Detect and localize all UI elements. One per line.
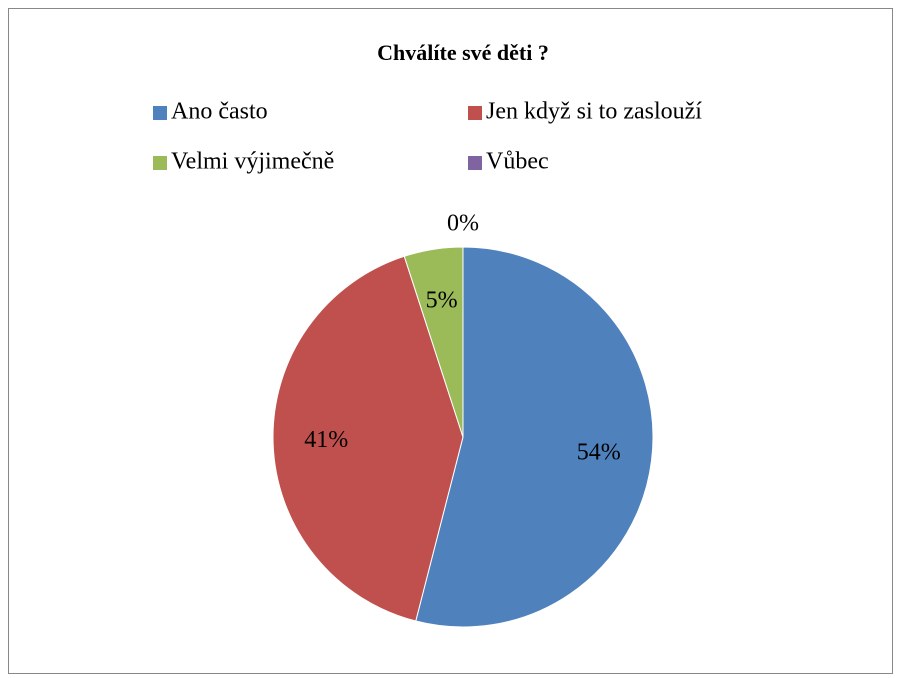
legend-label: Vůbec [486, 149, 549, 175]
legend-swatch [468, 156, 482, 170]
legend-label: Velmi výjimečně [171, 149, 334, 175]
chart-title: Chválíte své děti ? [377, 40, 549, 65]
legend-swatch [153, 156, 167, 170]
legend-swatch [468, 106, 482, 120]
legend-label: Jen když si to zaslouží [486, 99, 702, 125]
data-label: 5% [426, 287, 458, 313]
data-label: 0% [447, 211, 479, 237]
legend-label: Ano často [171, 99, 268, 125]
pie-slice [415, 246, 654, 628]
data-label: 41% [304, 427, 348, 453]
data-label: 54% [577, 440, 621, 466]
pie-slice [272, 255, 464, 622]
legend-swatch [153, 106, 167, 120]
